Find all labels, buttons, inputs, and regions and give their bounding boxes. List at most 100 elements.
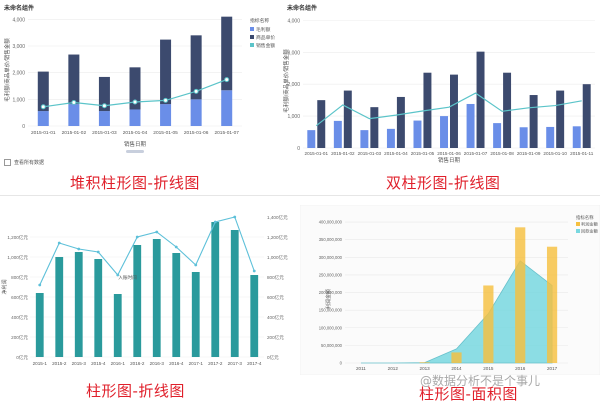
x-tick-label: 2015-4 — [91, 361, 106, 366]
legend-label: 销售金额 — [256, 42, 275, 49]
bar-unit-price — [129, 67, 141, 110]
x-tick-label: 2015-01-04 — [123, 130, 148, 136]
legend-swatch — [250, 43, 254, 47]
y-tick-label: 600亿元 — [11, 294, 28, 301]
x-tick-label: 2015-01-03 — [92, 130, 117, 136]
caption-grouped-bar-line: 双柱形图-折线图 — [386, 174, 501, 192]
y2-tick-label: 1,000亿元 — [267, 254, 288, 261]
y-tick-label: 800亿元 — [11, 274, 28, 281]
bar-series-1 — [493, 123, 502, 148]
x-tick-label: 2017 — [547, 366, 558, 371]
x-tick-label: 2016-1 — [111, 361, 126, 366]
panel2-title: 未命名组件 — [287, 6, 318, 12]
checkbox-label: 查看所有数据 — [14, 160, 45, 166]
line-point — [252, 269, 256, 273]
x-axis-label: 入账时间 — [118, 274, 137, 281]
line-point — [135, 235, 139, 239]
bar-profit-amount — [515, 227, 526, 363]
y-tick-label: 1,000亿元 — [7, 254, 28, 261]
y-tick-label: 0 — [22, 124, 25, 130]
bar-gross-profit — [129, 109, 141, 126]
bar-gross-profit — [190, 99, 202, 126]
y-tick-label: 1,200亿元 — [7, 234, 28, 241]
line-point — [174, 245, 178, 249]
bar-series-2 — [343, 90, 352, 148]
bar-unit-price — [221, 16, 233, 91]
x-axis-label: 销售日期 — [124, 140, 147, 148]
bar-profit-amount — [451, 352, 462, 363]
x-tick-label: 2015-01-06 — [184, 130, 209, 136]
y-tick-label: 150,000,000 — [319, 308, 343, 313]
checkbox-box[interactable] — [4, 159, 11, 166]
y-axis-label: 净利润 — [1, 279, 8, 294]
panel1-title: 未命名组件 — [4, 6, 35, 12]
grouped-bar-line-chart-svg: 0 1,000 2,000 3,000 4,000 毛利额/商品单价/销售金额 2015-0… — [283, 18, 595, 163]
y-tick-label: 3,000 — [287, 50, 300, 56]
y-tick-label: 400,000,000 — [319, 220, 343, 225]
x-tick-label: 2014 — [451, 366, 462, 371]
scroll-handle — [126, 150, 144, 153]
line-point — [224, 77, 230, 83]
bar-gross-profit — [68, 104, 80, 126]
x-tick-label: 2015-01-01 — [305, 151, 329, 156]
bar-series-1 — [466, 103, 475, 148]
bar-net-profit — [172, 253, 181, 357]
watermark: @数据分析不是个事儿 — [420, 374, 541, 388]
y2-tick-label: 0亿元 — [267, 354, 279, 361]
y-tick-label: 2,000 — [287, 82, 300, 88]
bar-series-2 — [370, 107, 379, 148]
line-series — [39, 216, 255, 286]
legend-label: 商品单价 — [256, 34, 275, 41]
legend-swatch — [250, 35, 254, 39]
bar-unit-price — [37, 71, 49, 112]
bar-net-profit — [211, 222, 220, 357]
x-tick-label: 2015-2 — [52, 361, 67, 366]
x-tick-label: 2015-01-02 — [62, 130, 87, 136]
x-tick-label: 2015-01-07 — [214, 130, 239, 136]
bar-series-1 — [440, 116, 448, 148]
bar-net-profit — [133, 245, 142, 357]
y-tick-label: 300,000,000 — [319, 255, 343, 260]
x-tick-label: 2015 — [483, 366, 494, 371]
bar-profit-amount — [546, 246, 558, 363]
bar-gross-profit — [37, 111, 49, 126]
x-axis-label: 销售日期 — [438, 156, 461, 163]
bar-net-profit — [113, 294, 122, 357]
x-tick-label: 2015-01-10 — [543, 151, 567, 156]
bar-series-1 — [546, 126, 555, 148]
y-tick-label: 4,000 — [12, 17, 25, 23]
caption-stacked-bar-line: 堆积柱形图-折线图 — [70, 174, 200, 192]
view-all-data-checkbox[interactable]: 查看所有数据 — [4, 159, 44, 166]
bar-line-chart-svg: 0亿元 200亿元 400亿元 600亿元 800亿元 1,000亿元 1,200亿元 0亿元… — [1, 214, 288, 366]
y-tick-label: 200亿元 — [11, 334, 28, 341]
y2-tick-label: 200亿元 — [267, 334, 284, 341]
bar-net-profit — [35, 293, 44, 357]
bar-series-2 — [396, 96, 405, 148]
bar-series-2 — [529, 95, 538, 148]
bar-profit-amount — [483, 285, 494, 363]
y-tick-label: 0亿元 — [16, 354, 28, 361]
bar-gross-profit — [98, 111, 110, 126]
x-tick-label: 2015-1 — [33, 361, 48, 366]
line-point — [233, 215, 237, 219]
line-point — [213, 220, 217, 224]
bar-series-2 — [476, 51, 485, 149]
grouped-bar-line-chart: 0 1,000 2,000 3,000 4,000 毛利额/商品单价/销售金额 2015-0… — [283, 8, 600, 163]
bar-net-profit — [55, 257, 64, 357]
x-tick-label: 2015-01-07 — [464, 151, 488, 156]
bar-gross-profit — [221, 90, 233, 126]
legend-label: 毛利额 — [256, 26, 271, 33]
bar-area-chart-svg: 0 50,000,000 100,000,000 150,000,000 200,000… — [300, 205, 600, 375]
bar-gross-profit — [160, 104, 172, 126]
y2-tick-label: 1,200亿元 — [267, 234, 288, 241]
y-tick-label: 4,000 — [287, 18, 300, 24]
x-tick-label: 2016 — [515, 366, 526, 371]
y-tick-label: 350,000,000 — [319, 237, 343, 242]
bar-series-1 — [307, 130, 316, 148]
bar-series-2 — [556, 90, 565, 148]
x-tick-label: 2017-2 — [208, 361, 223, 366]
legend-label: 回款金额 — [581, 228, 599, 235]
x-tick-label: 2015-01-09 — [517, 151, 541, 156]
x-tick-label: 2015-01-05 — [153, 130, 178, 136]
y2-tick-label: 800亿元 — [267, 274, 284, 281]
